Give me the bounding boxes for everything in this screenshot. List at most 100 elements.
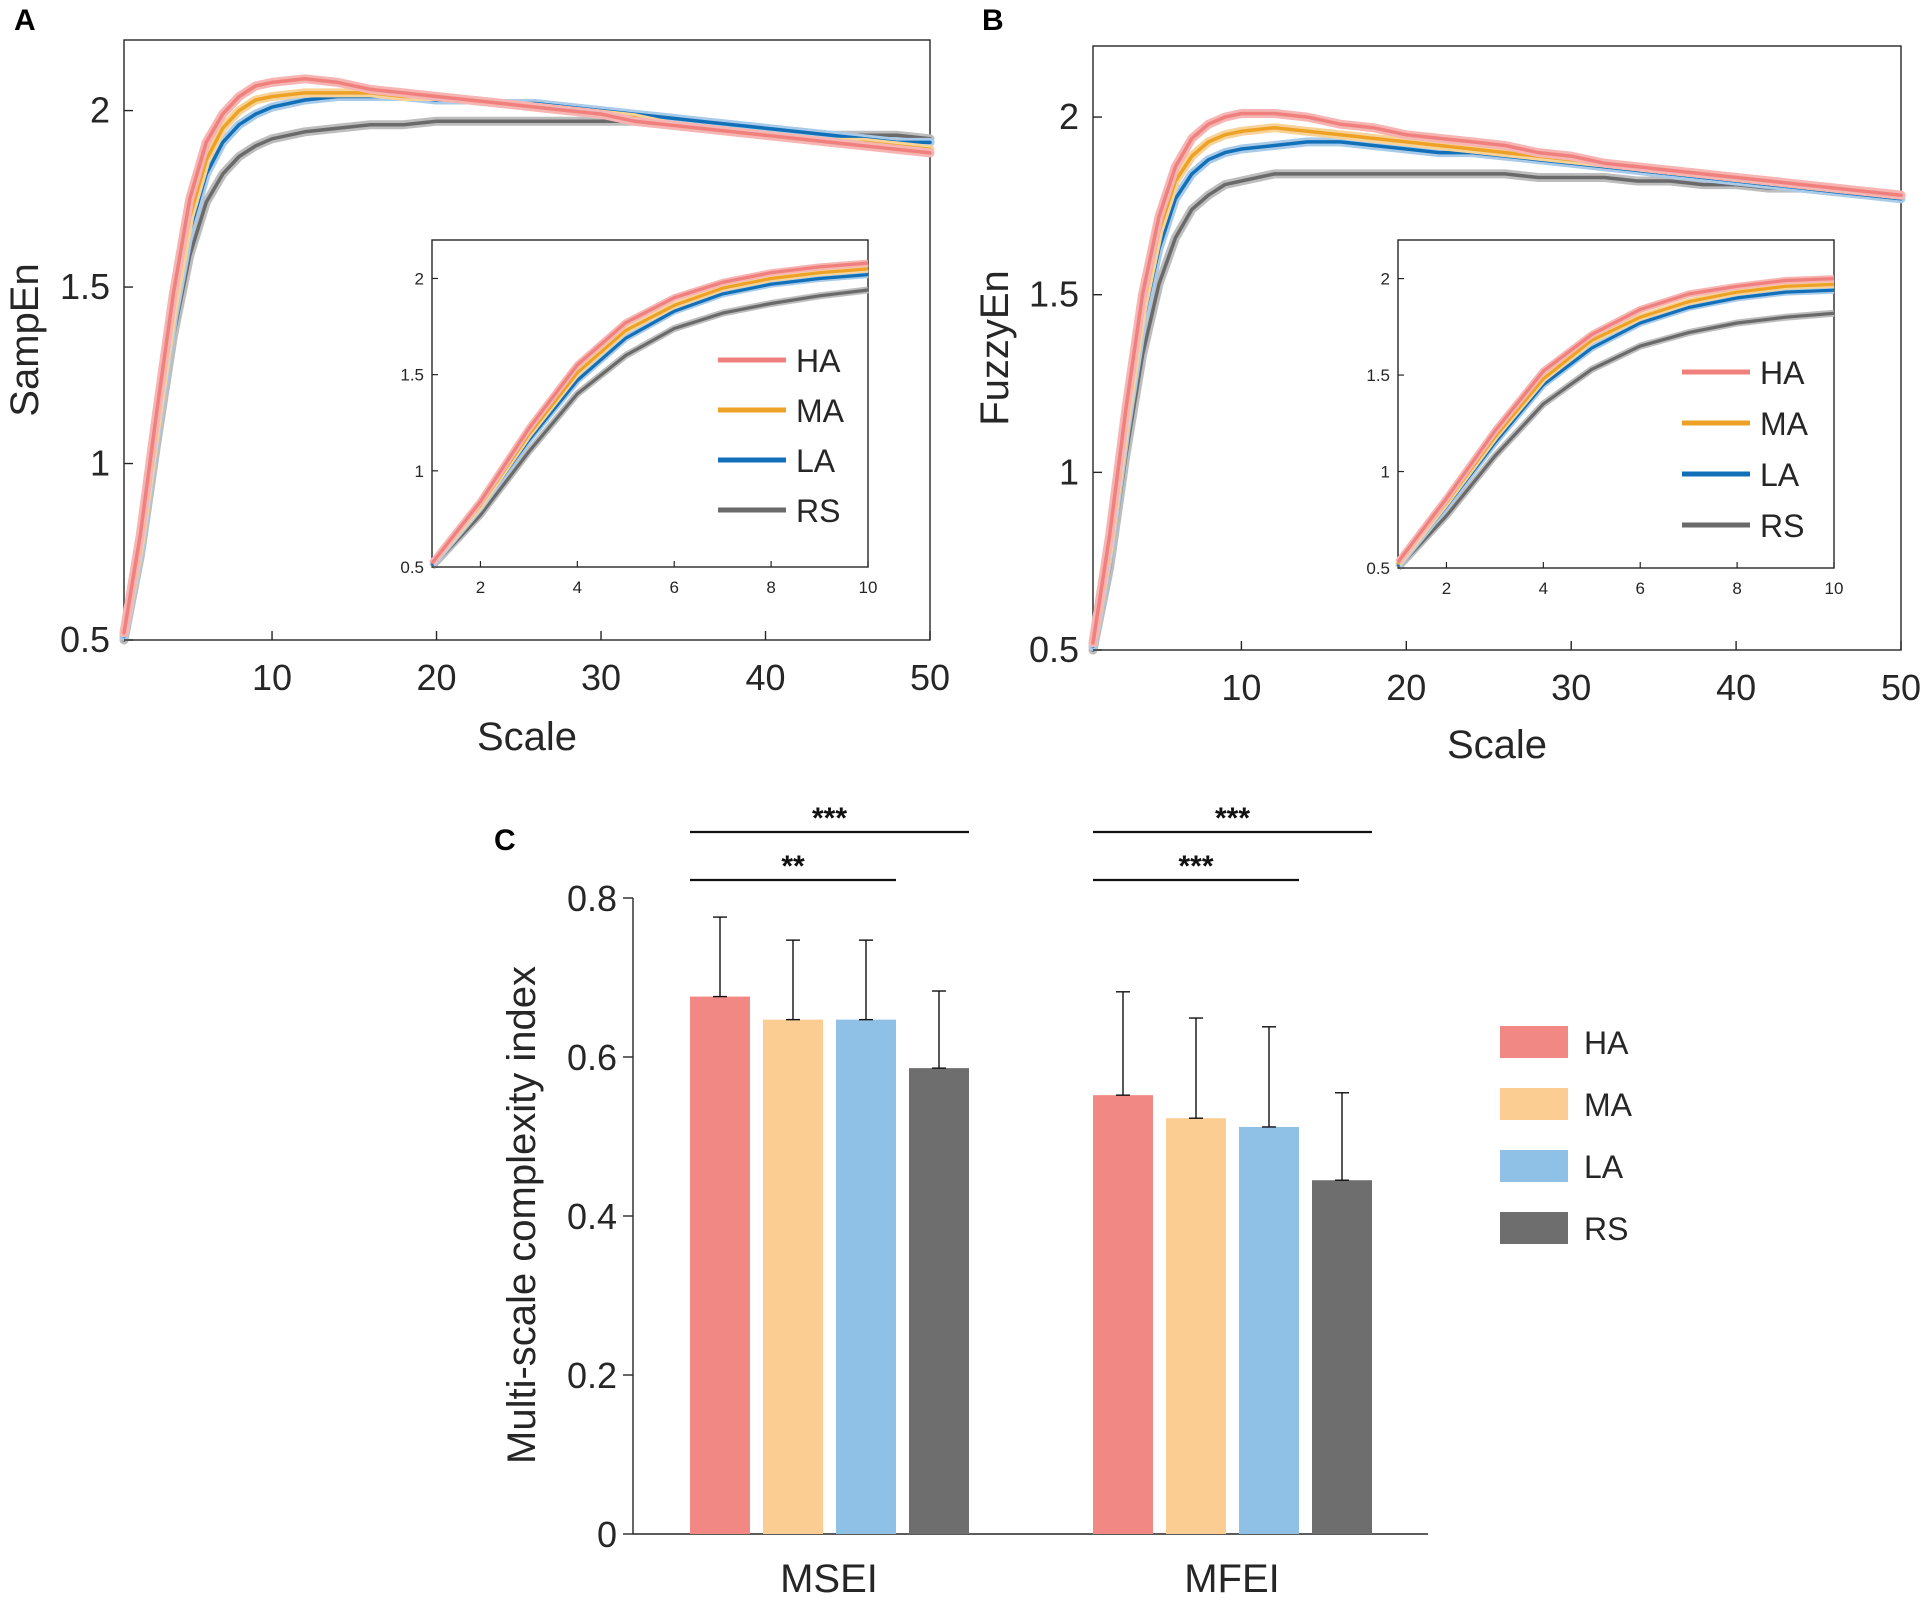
- x-tick-label: 10: [1221, 667, 1261, 708]
- inset-x-tick-label: 2: [476, 578, 485, 597]
- panel-c-legend-label-rs: RS: [1584, 1211, 1628, 1247]
- panel-c-legend-swatch-ha: [1500, 1026, 1568, 1058]
- y-tick-label: 2: [1059, 96, 1079, 137]
- panel-b-inset-yticks: 0.5 1 1.5 2: [1366, 270, 1404, 578]
- inset-x-tick-label: 6: [1635, 579, 1644, 598]
- panel-c-legend-swatch-la: [1500, 1150, 1568, 1182]
- panel-c-legend-swatch-rs: [1500, 1212, 1568, 1244]
- inset-line-rs: [430, 288, 869, 569]
- inset-x-tick-label: 4: [1539, 579, 1548, 598]
- panel-a-legend-label-ma: MA: [796, 393, 845, 429]
- x-tick-label: 10: [252, 657, 292, 698]
- panel-b-letter: B: [982, 4, 1004, 37]
- inset-x-tick-label: 8: [766, 578, 775, 597]
- panel-b-xticks: 10 20 30 40 50: [1221, 641, 1921, 708]
- y-tick-label: 0.6: [567, 1037, 617, 1078]
- panel-b-inset-xticks: 2 4 6 8 10: [1442, 562, 1844, 598]
- panel-a-inset-series-layer: [429, 259, 869, 570]
- inset-x-tick-label: 8: [1732, 579, 1741, 598]
- panel-c-category-msei: MSEI: [780, 1557, 878, 1599]
- bar-msei-rs: [909, 1068, 969, 1534]
- bar-msei-la: [836, 1019, 896, 1534]
- inset-y-tick-label: 2: [1381, 270, 1390, 289]
- panel-c: C 00.20.40.60.8 *********** MSEI MFEI Mu…: [494, 802, 1633, 1599]
- x-tick-label: 50: [910, 657, 950, 698]
- inset-x-tick-label: 10: [1825, 579, 1844, 598]
- panel-b-legend-label-rs: RS: [1760, 508, 1804, 544]
- panel-b: B 10 20 30 40 50 0.5 1 1.5 2 Scale FuzzyEn 2 4 6 8…: [973, 4, 1921, 767]
- inset-line-ha: [1396, 277, 1835, 564]
- significance-label: ***: [1178, 850, 1213, 883]
- x-tick-label: 30: [1551, 667, 1591, 708]
- significance-label: **: [781, 850, 805, 883]
- significance-label: ***: [1215, 802, 1250, 835]
- panel-b-yticks: 0.5 1 1.5 2: [1029, 96, 1102, 670]
- panel-c-significance-layer: ***********: [690, 802, 1372, 883]
- y-tick-label: 0.5: [60, 619, 110, 660]
- panel-b-inset: 2 4 6 8 10 0.5 1 1.5 2: [1366, 239, 1844, 598]
- panel-a-inset-xticks: 2 4 6 8 10: [476, 561, 878, 597]
- panel-b-legend-label-ha: HA: [1760, 355, 1805, 391]
- panel-c-category-mfei: MFEI: [1184, 1557, 1280, 1599]
- panel-a-inset-frame: [431, 239, 869, 568]
- y-tick-label: 1: [90, 443, 110, 484]
- panel-b-legend-label-la: LA: [1760, 457, 1800, 493]
- panel-a-legend-label-la: LA: [796, 443, 836, 479]
- y-tick-label: 0.5: [1029, 629, 1079, 670]
- y-tick-label: 1.5: [1029, 274, 1079, 315]
- panel-a-line-ha: [122, 77, 932, 635]
- x-tick-label: 30: [581, 657, 621, 698]
- panel-b-band-la: [1088, 137, 1906, 651]
- panel-c-legend-swatch-ma: [1500, 1088, 1568, 1120]
- panel-a-axes-frame: [123, 39, 931, 641]
- x-tick-label: 40: [1716, 667, 1756, 708]
- panel-b-series-layer: [1088, 109, 1906, 655]
- panel-c-legend-label-la: LA: [1584, 1149, 1624, 1185]
- bar-mfei-ma: [1166, 1118, 1226, 1534]
- inset-x-tick-label: 6: [669, 578, 678, 597]
- panel-c-bars-layer: [690, 916, 1372, 1534]
- x-tick-label: 20: [1386, 667, 1426, 708]
- significance-label: ***: [812, 802, 847, 835]
- panel-a-yticks: 0.5 1 1.5 2: [60, 90, 133, 660]
- panel-a-legend-label-ha: HA: [796, 343, 841, 379]
- panel-b-legend-label-ma: MA: [1760, 406, 1809, 442]
- bar-mfei-ha: [1093, 1095, 1153, 1534]
- inset-y-tick-label: 1: [1381, 463, 1390, 482]
- inset-y-tick-label: 1.5: [400, 366, 424, 385]
- panel-a-series-layer: [119, 74, 935, 645]
- inset-x-tick-label: 10: [859, 578, 878, 597]
- inset-y-tick-label: 2: [415, 269, 424, 288]
- y-tick-label: 2: [90, 90, 110, 131]
- panel-b-axes-frame: [1092, 45, 1902, 651]
- bar-mfei-la: [1239, 1126, 1299, 1534]
- panel-c-letter: C: [494, 824, 516, 857]
- panel-c-ylabel: Multi-scale complexity index: [500, 966, 544, 1464]
- panel-b-inset-series-layer: [1395, 275, 1835, 571]
- panel-a-inset-yticks: 0.5 1 1.5 2: [400, 269, 438, 577]
- inset-y-tick-label: 0.5: [1366, 559, 1390, 578]
- panel-b-ylabel: FuzzyEn: [973, 270, 1017, 426]
- panel-b-legend: HA MA LA RS: [1682, 355, 1809, 544]
- inset-y-tick-label: 1.5: [1366, 366, 1390, 385]
- panel-a-inset: 2 4 6 8 10 0.5 1 1.5 2: [400, 239, 878, 597]
- panel-b-xlabel: Scale: [1447, 723, 1547, 767]
- panel-c-legend-label-ma: MA: [1584, 1087, 1633, 1123]
- panel-a-legend: HA MA LA RS: [718, 343, 845, 529]
- panel-a-letter: A: [14, 4, 36, 37]
- panel-a-legend-label-rs: RS: [796, 493, 840, 529]
- panel-a: A 10 20 30 40 50 0.5 1 1.5 2 Scale SampEn 2 4 6 8 1…: [3, 4, 950, 759]
- bar-msei-ha: [690, 996, 750, 1534]
- y-tick-label: 0.2: [567, 1355, 617, 1396]
- inset-y-tick-label: 1: [415, 462, 424, 481]
- bar-msei-ma: [763, 1019, 823, 1534]
- panel-c-yticks: 0 0.2 0.4 0.6 0.8: [567, 878, 633, 1555]
- panel-c-legend-label-ha: HA: [1584, 1025, 1629, 1061]
- inset-x-tick-label: 2: [1442, 579, 1451, 598]
- x-tick-label: 20: [417, 657, 457, 698]
- panel-b-line-ha: [1091, 111, 1903, 645]
- inset-x-tick-label: 4: [573, 578, 582, 597]
- x-tick-label: 50: [1881, 667, 1921, 708]
- y-tick-label: 1.5: [60, 266, 110, 307]
